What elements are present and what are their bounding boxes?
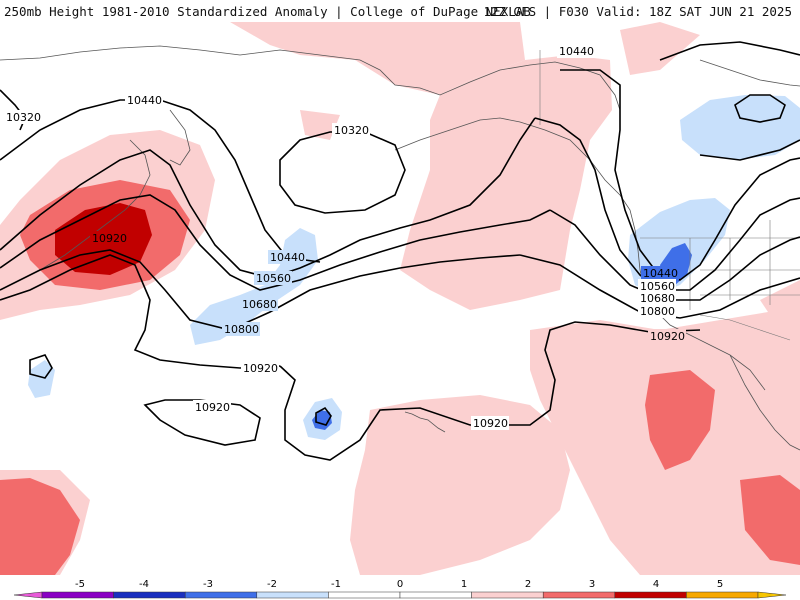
contour-label: 10440 xyxy=(559,45,594,58)
contour-small-west-loop xyxy=(29,354,53,379)
colorbar-bin xyxy=(471,591,544,599)
anom-pos-ne-corner xyxy=(620,22,700,75)
label-bg xyxy=(254,271,292,285)
contour-wc-10680 xyxy=(549,209,800,301)
colorbar-tick-label: 3 xyxy=(589,579,595,590)
label-bg xyxy=(638,304,676,318)
border-us-mexico xyxy=(699,314,791,341)
contour-label: 10440 xyxy=(643,267,678,280)
contour-label: 10920 xyxy=(195,401,230,414)
colorbar-tick-label: 5 xyxy=(717,579,723,590)
label-bg xyxy=(4,110,42,124)
contour-label: 10680 xyxy=(242,298,277,311)
contour-label: 10800 xyxy=(640,305,675,318)
label-bg xyxy=(557,44,595,58)
colorbar-bin xyxy=(686,591,759,599)
contour-hudson-inner xyxy=(734,94,786,123)
anom-pos-ne-edge xyxy=(760,280,800,330)
contour-label: 10440 xyxy=(127,94,162,107)
map-header: 250mb Height 1981-2010 Standardized Anom… xyxy=(0,0,800,22)
anom-neg-hudson xyxy=(680,95,800,160)
color-scale-bins xyxy=(13,591,787,599)
contour-label: 10680 xyxy=(640,292,675,305)
colorbar-bin xyxy=(542,591,616,599)
label-bg xyxy=(268,250,306,264)
anomaly-map: 10320 10440 10320 10440 10920 10440 1056… xyxy=(0,22,800,575)
label-bg xyxy=(193,400,231,414)
label-bg xyxy=(241,361,279,375)
anom-mid-sw xyxy=(0,478,80,575)
contour-label: 10920 xyxy=(243,362,278,375)
contour-hudson-low xyxy=(659,41,800,161)
coastline-kamchatka xyxy=(169,109,191,166)
anom-mid-se xyxy=(645,370,715,470)
colorbar-bin xyxy=(614,591,687,599)
label-bg xyxy=(240,297,278,311)
colorbar-tick-label: 4 xyxy=(653,579,659,590)
contour-small-central-loop xyxy=(315,406,332,426)
contour-10920-loop-west xyxy=(0,254,281,369)
color-scale-ticks: -5 -4 -3 -2 -1 0 1 2 3 4 5 xyxy=(75,579,723,590)
contour-jet-2 xyxy=(0,194,551,291)
contour-label: 10320 xyxy=(334,124,369,137)
coastline-mexico xyxy=(729,354,800,451)
coastline-hudson xyxy=(699,59,800,87)
colorbar-tick-label: 0 xyxy=(397,579,403,590)
colorbar-bin xyxy=(256,591,329,599)
colorbar-tick-label: -2 xyxy=(267,579,277,590)
label-bg xyxy=(90,231,128,245)
anom-pos-north-pacific xyxy=(400,55,612,310)
anom-pos-arctic-north xyxy=(230,22,525,95)
colorbar-tick-label: 1 xyxy=(461,579,467,590)
colorbar-bin xyxy=(41,591,114,599)
contour-10320-center xyxy=(279,131,406,214)
contour-label: 10560 xyxy=(256,272,291,285)
label-bg xyxy=(125,93,163,107)
contour-10920-central xyxy=(279,321,701,461)
colorbar-tick-label: -5 xyxy=(75,579,85,590)
colorbar-tick-label: -4 xyxy=(139,579,149,590)
colorbar-bin xyxy=(113,591,186,599)
label-bg xyxy=(332,123,370,137)
contour-label: 10800 xyxy=(224,323,259,336)
anom-mid-se2 xyxy=(740,475,800,565)
colorbar-low-end xyxy=(13,591,43,599)
colorbar-high-end xyxy=(757,591,787,599)
contour-10920-island xyxy=(143,399,261,446)
colorbar-bin xyxy=(184,591,258,599)
colorbar-tick-label: 2 xyxy=(525,579,531,590)
contour-label: 10920 xyxy=(92,232,127,245)
colorbar-tick-label: -3 xyxy=(203,579,213,590)
anom-neg-small-west xyxy=(28,360,55,398)
contour-label: 10440 xyxy=(270,251,305,264)
label-bg xyxy=(638,279,676,293)
contour-label: 10920 xyxy=(473,417,508,430)
contour-label: 10320 xyxy=(6,111,41,124)
coastline-hawaii xyxy=(404,411,446,433)
colorbar-tick-label: -1 xyxy=(331,579,341,590)
contour-label: 10920 xyxy=(650,330,685,343)
model-run-info: 12Z GFS | F030 Valid: 18Z SAT JUN 21 202… xyxy=(483,4,792,19)
coastline-alaska-south xyxy=(394,117,621,196)
contour-labels: 10320 10440 10320 10440 10920 10440 1056… xyxy=(4,44,686,430)
label-bg xyxy=(471,416,509,430)
contour-label: 10560 xyxy=(640,280,675,293)
label-bg xyxy=(222,322,260,336)
label-bg xyxy=(638,291,676,305)
color-scale-bar: -5 -4 -3 -2 -1 0 1 2 3 4 5 xyxy=(13,579,787,599)
anom-negmid-central xyxy=(312,410,332,430)
label-bg xyxy=(641,266,679,280)
label-bg xyxy=(648,329,686,343)
coastline-siberia-alaska xyxy=(0,45,621,111)
map-title: 250mb Height 1981-2010 Standardized Anom… xyxy=(4,4,531,19)
political-borders xyxy=(539,50,800,341)
anom-pos-central-trop xyxy=(350,395,570,575)
colorbar-bin xyxy=(399,591,472,599)
border-states-2 xyxy=(700,220,800,305)
colorbar-bin xyxy=(328,591,401,599)
